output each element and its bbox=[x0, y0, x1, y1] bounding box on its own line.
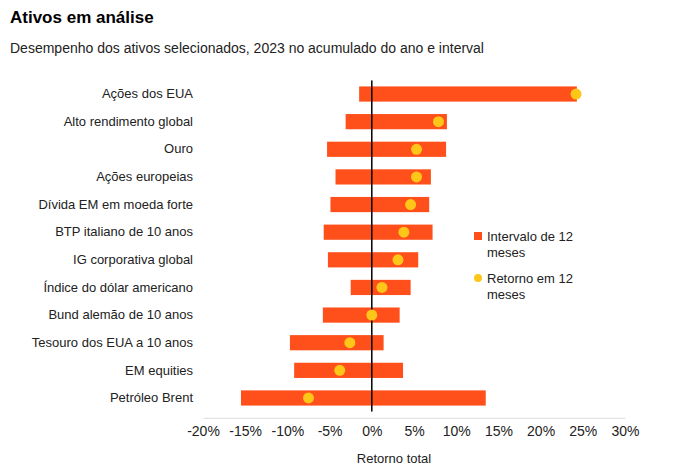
x-tick: -20% bbox=[187, 418, 220, 439]
range-bar bbox=[346, 114, 447, 129]
return-dot bbox=[405, 199, 416, 210]
x-tick: -10% bbox=[272, 418, 305, 439]
y-tick: Tesouro dos EUA a 10 anos bbox=[32, 335, 194, 350]
x-tick-label: -10% bbox=[272, 423, 305, 439]
x-tick: 25% bbox=[569, 418, 597, 439]
y-tick: IG corporativa global bbox=[73, 252, 193, 267]
range-bar bbox=[323, 307, 400, 322]
x-tick-label: 15% bbox=[485, 423, 513, 439]
legend-label: Intervalo de 12meses bbox=[487, 229, 573, 260]
y-tick-label: Ações dos EUA bbox=[102, 86, 193, 101]
x-tick: 20% bbox=[527, 418, 555, 439]
range-bar bbox=[294, 363, 403, 378]
y-tick: EM equities bbox=[125, 363, 193, 378]
y-tick-label: Petróleo Brent bbox=[110, 390, 193, 405]
zero-line bbox=[371, 80, 373, 412]
legend-label: Retorno em 12meses bbox=[487, 271, 573, 302]
x-tick-label: -15% bbox=[229, 423, 262, 439]
legend-swatch bbox=[474, 232, 482, 240]
y-tick-label: Dívida EM em moeda forte bbox=[38, 197, 193, 212]
y-tick-label: Alto rendimento global bbox=[64, 114, 193, 129]
title: Ativos em análise bbox=[10, 8, 154, 27]
x-tick-label: -5% bbox=[318, 423, 343, 439]
y-tick: Ouro bbox=[164, 141, 193, 156]
y-axis: Ações dos EUA Alto rendimento global Ouro A… bbox=[32, 86, 194, 405]
range-bar bbox=[241, 390, 486, 405]
subtitle: Desempenho dos ativos selecionados, 2023… bbox=[10, 40, 484, 56]
y-tick: Dívida EM em moeda forte bbox=[38, 197, 193, 212]
legend-item: Intervalo de 12meses bbox=[474, 229, 573, 260]
range-bar bbox=[330, 197, 429, 212]
return-dot bbox=[398, 227, 409, 238]
x-tick-label: 5% bbox=[404, 423, 424, 439]
x-tick-label: 10% bbox=[443, 423, 471, 439]
x-tick: 10% bbox=[443, 418, 471, 439]
x-tick-label: 25% bbox=[569, 423, 597, 439]
return-dot bbox=[334, 365, 345, 376]
return-dot bbox=[411, 144, 422, 155]
return-dot bbox=[571, 89, 582, 100]
y-tick-label: EM equities bbox=[125, 363, 193, 378]
y-tick-label: Índice do dólar americano bbox=[43, 280, 193, 295]
y-tick-label: Tesouro dos EUA a 10 anos bbox=[32, 335, 194, 350]
range-bar bbox=[328, 252, 418, 267]
y-tick: BTP italiano de 10 anos bbox=[55, 224, 193, 239]
range-bar bbox=[351, 280, 411, 295]
return-dot bbox=[376, 282, 387, 293]
x-tick: 30% bbox=[611, 418, 639, 439]
x-tick: 15% bbox=[485, 418, 513, 439]
range-bar bbox=[324, 225, 433, 240]
x-tick: 5% bbox=[404, 418, 424, 439]
y-tick-label: IG corporativa global bbox=[73, 252, 193, 267]
x-tick: 0% bbox=[362, 418, 382, 439]
plot-area bbox=[241, 80, 582, 412]
legend: Intervalo de 12meses Retorno em 12meses bbox=[474, 229, 573, 302]
y-tick: Bund alemão de 10 anos bbox=[48, 307, 193, 322]
return-dot bbox=[303, 392, 314, 403]
x-tick-label: 30% bbox=[611, 423, 639, 439]
range-bar bbox=[336, 169, 431, 184]
y-tick: Ações dos EUA bbox=[102, 86, 193, 101]
return-dot bbox=[433, 116, 444, 127]
x-axis-line bbox=[204, 418, 626, 419]
y-tick-label: Bund alemão de 10 anos bbox=[48, 307, 193, 322]
return-dot bbox=[366, 310, 377, 321]
y-tick: Petróleo Brent bbox=[110, 390, 193, 405]
x-tick: -5% bbox=[318, 418, 343, 439]
legend-swatch bbox=[474, 274, 482, 282]
y-tick-label: BTP italiano de 10 anos bbox=[55, 224, 193, 239]
return-dot bbox=[344, 337, 355, 348]
return-dot bbox=[411, 171, 422, 182]
x-tick-label: 0% bbox=[362, 423, 382, 439]
range-bar bbox=[359, 86, 577, 101]
y-tick: Índice do dólar americano bbox=[43, 280, 193, 295]
x-axis-title: Retorno total bbox=[357, 451, 432, 466]
y-tick: Ações europeias bbox=[96, 169, 193, 184]
x-tick-label: 20% bbox=[527, 423, 555, 439]
legend-item: Retorno em 12meses bbox=[474, 271, 573, 302]
range-bar bbox=[290, 335, 384, 350]
chart: Ativos em análise Desempenho dos ativos s… bbox=[0, 0, 675, 475]
y-tick-label: Ouro bbox=[164, 141, 193, 156]
y-tick: Alto rendimento global bbox=[64, 114, 193, 129]
x-axis: -20% -15% -10% -5% 0% 5% 10% 15% 20% 25% 30% bbox=[187, 418, 639, 439]
x-tick-label: -20% bbox=[187, 423, 220, 439]
y-tick-label: Ações europeias bbox=[96, 169, 193, 184]
x-tick: -15% bbox=[229, 418, 262, 439]
return-dot bbox=[392, 254, 403, 265]
range-bar bbox=[327, 142, 446, 157]
